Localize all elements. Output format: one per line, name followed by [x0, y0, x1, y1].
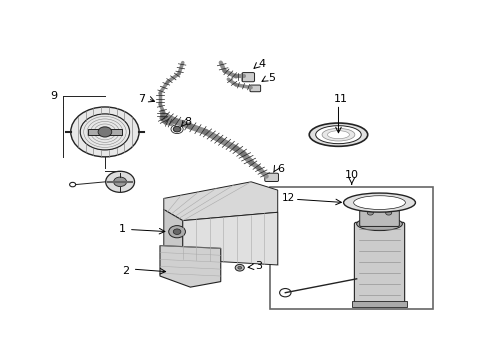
Text: 12: 12: [281, 193, 295, 203]
Ellipse shape: [354, 196, 405, 210]
Circle shape: [173, 229, 181, 234]
Circle shape: [71, 107, 139, 157]
Text: 7: 7: [138, 94, 145, 104]
Ellipse shape: [327, 131, 349, 139]
Text: 9: 9: [50, 91, 57, 101]
Circle shape: [368, 211, 373, 215]
Text: 4: 4: [259, 59, 266, 69]
Bar: [88, 129, 122, 135]
Polygon shape: [352, 301, 407, 307]
Ellipse shape: [357, 217, 402, 231]
Ellipse shape: [309, 123, 368, 146]
Circle shape: [235, 264, 245, 271]
Ellipse shape: [343, 193, 416, 212]
Polygon shape: [164, 182, 278, 221]
FancyBboxPatch shape: [265, 173, 278, 181]
FancyBboxPatch shape: [360, 210, 399, 226]
Polygon shape: [160, 246, 220, 287]
Circle shape: [280, 288, 291, 297]
FancyBboxPatch shape: [354, 222, 405, 303]
Text: 8: 8: [185, 117, 192, 127]
Circle shape: [106, 171, 135, 192]
Polygon shape: [183, 212, 278, 265]
Text: 6: 6: [278, 164, 285, 174]
FancyBboxPatch shape: [250, 85, 261, 92]
Text: 5: 5: [268, 73, 275, 83]
FancyBboxPatch shape: [242, 73, 254, 82]
Circle shape: [173, 126, 181, 132]
Circle shape: [98, 127, 112, 137]
Text: 11: 11: [333, 94, 347, 104]
Circle shape: [114, 177, 126, 186]
Ellipse shape: [322, 129, 355, 141]
Text: 2: 2: [122, 266, 129, 275]
Ellipse shape: [316, 126, 361, 144]
Circle shape: [169, 226, 185, 238]
Polygon shape: [164, 210, 183, 260]
Text: 10: 10: [345, 170, 359, 180]
Circle shape: [386, 211, 392, 215]
Circle shape: [238, 266, 242, 269]
Bar: [270, 187, 434, 309]
Text: 3: 3: [255, 261, 262, 271]
Text: 1: 1: [119, 224, 126, 234]
